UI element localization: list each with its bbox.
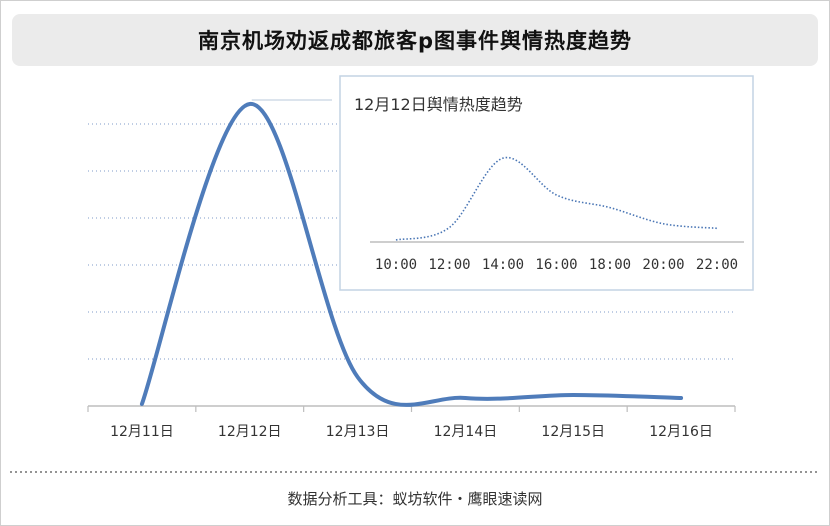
inset-chart: 12月12日舆情热度趋势 10:00 12:00 14:00 16:00 18:00 20:… [339, 75, 754, 291]
inset-x-tick-label: 14:00 [482, 257, 524, 273]
inset-x-tick-label: 22:00 [696, 257, 738, 273]
inset-x-tick-label: 10:00 [375, 257, 417, 273]
x-tick-label: 12月14日 [434, 424, 498, 440]
main-series [139, 102, 684, 407]
x-tick-label: 12月16日 [649, 424, 713, 440]
x-tick-label: 12月15日 [541, 424, 605, 440]
inset-x-tick-label: 16:00 [535, 257, 577, 273]
x-tick-label: 12月11日 [110, 424, 174, 440]
title-bar: 南京机场劝返成都旅客p图事件舆情热度趋势 [12, 14, 818, 66]
inset-box [339, 75, 754, 291]
inset-x-tick-label: 20:00 [642, 257, 684, 273]
main-x-tick-labels: 12月11日 12月12日 12月13日 12月14日 12月15日 12月16日 [110, 424, 713, 440]
footer-credit: 数据分析工具：蚁坊软件・鹰眼速读网 [287, 490, 543, 508]
main-x-axis [87, 405, 736, 412]
inset-x-tick-label: 12:00 [428, 257, 470, 273]
inset-title: 12月12日舆情热度趋势 [354, 95, 523, 114]
chart-title: 南京机场劝返成都旅客p图事件舆情热度趋势 [197, 29, 633, 53]
x-tick-label: 12月12日 [218, 424, 282, 440]
inset-x-tick-label: 18:00 [589, 257, 631, 273]
x-tick-label: 12月13日 [326, 424, 390, 440]
